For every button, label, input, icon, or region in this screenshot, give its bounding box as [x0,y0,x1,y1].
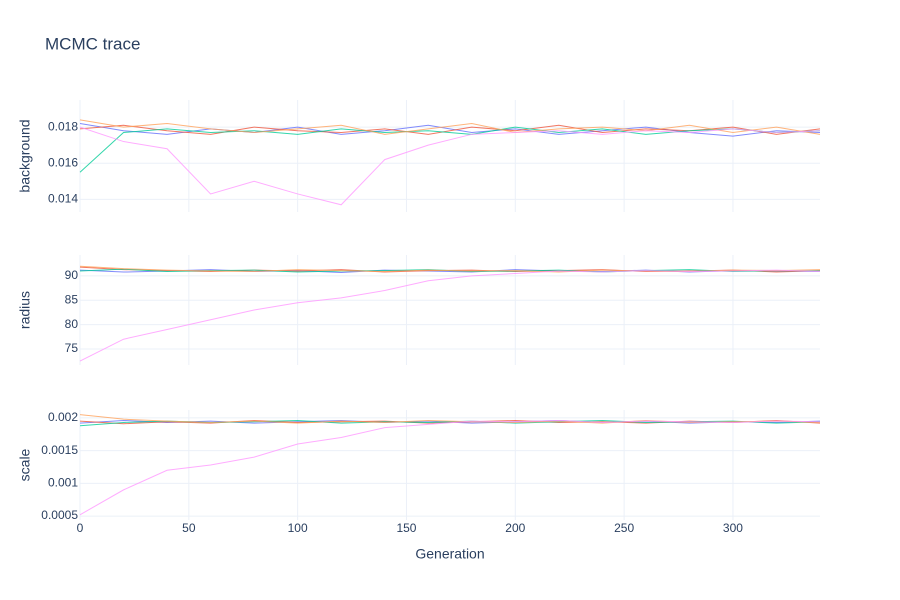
y-tick-label: 75 [65,341,79,355]
trace-line [79,126,821,206]
x-axis-label: Generation [415,546,484,562]
y-tick-label: 0.001 [48,476,78,490]
y-tick-label: 0.018 [48,119,78,133]
y-axis-label: scale [17,448,33,481]
y-tick-label: 80 [65,317,79,331]
y-tick-label: 0.016 [48,155,78,169]
trace-line [79,122,821,137]
x-tick-label: 50 [182,521,196,535]
chart-title: MCMC trace [45,34,140,53]
y-tick-label: 0.002 [48,410,78,424]
x-tick-label: 100 [288,521,308,535]
y-tick-label: 0.014 [48,192,78,206]
y-tick-label: 85 [65,292,79,306]
y-axis-label: background [17,119,33,192]
x-tick-label: 150 [396,521,416,535]
x-tick-label: 200 [505,521,525,535]
trace-line [79,126,821,173]
x-tick-label: 250 [614,521,634,535]
trace-line [79,269,821,362]
trace-line [79,119,821,135]
y-axis-label: radius [17,291,33,329]
x-tick-label: 0 [77,521,84,535]
y-tick-label: 0.0015 [41,443,78,457]
y-tick-label: 0.0005 [41,508,78,522]
x-tick-label: 300 [723,521,743,535]
trace-line [79,419,821,516]
y-tick-label: 90 [65,268,79,282]
